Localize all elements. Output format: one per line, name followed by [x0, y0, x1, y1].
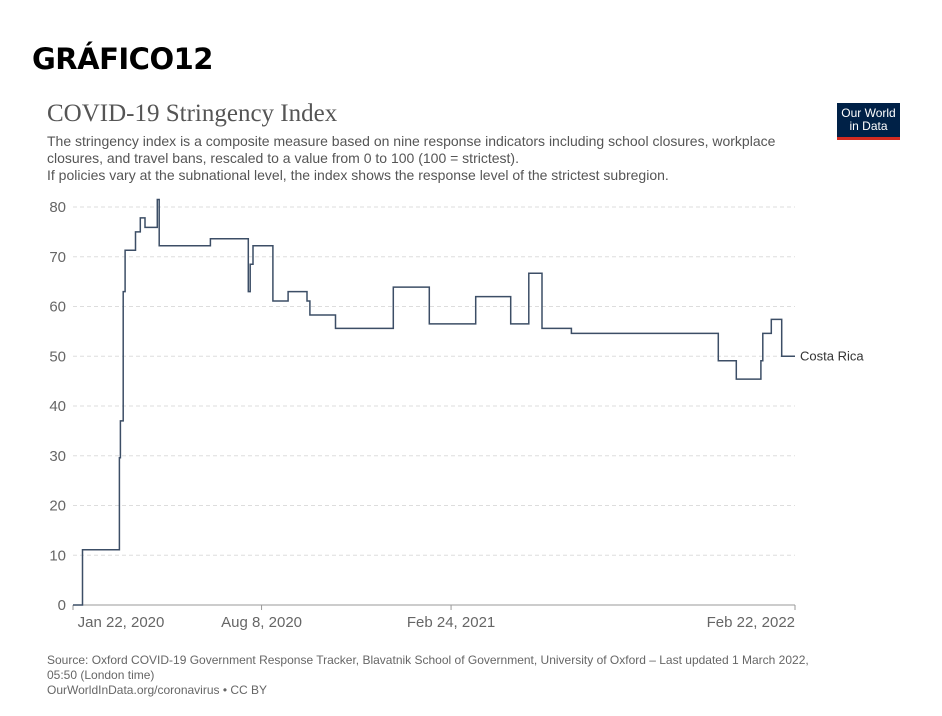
y-tick-label: 10 [49, 547, 66, 564]
x-axis-ticks: Jan 22, 2020 Aug 8, 2020 Feb 24, 2021 Feb 2… [72, 605, 796, 631]
x-tick-label: Aug 8, 2020 [221, 614, 302, 631]
y-axis-ticks: 0 10 20 30 40 50 60 70 80 [49, 199, 66, 614]
source-note-cont: 05:50 (London time) [47, 668, 155, 682]
chart-footer: Source: Oxford COVID-19 Government Respo… [47, 653, 907, 698]
y-tick-label: 50 [49, 348, 66, 365]
y-tick-label: 60 [49, 299, 66, 316]
x-tick-label: Feb 24, 2021 [407, 614, 495, 631]
owid-logo[interactable]: Our World in Data [837, 103, 900, 140]
y-tick-label: 80 [49, 199, 66, 216]
source-link[interactable]: OurWorldInData.org/coronavirus • CC BY [47, 683, 268, 697]
y-tick-label: 70 [49, 249, 66, 266]
x-tick-label: Jan 22, 2020 [78, 614, 165, 631]
series-label[interactable]: Costa Rica [800, 348, 864, 363]
chart-title: COVID-19 Stringency Index [47, 100, 338, 127]
y-tick-label: 40 [49, 398, 66, 415]
y-tick-label: 20 [49, 498, 66, 515]
series-lines: Costa Rica [73, 198, 864, 606]
logo-line-1: Our World [841, 106, 896, 120]
logo-line-2: in Data [849, 119, 888, 133]
page-heading: GRÁFICO12 [32, 42, 213, 76]
grid-lines [73, 206, 795, 606]
x-tick-label: Feb 22, 2022 [707, 614, 795, 631]
y-tick-label: 0 [58, 597, 66, 614]
series-line-costa-rica[interactable] [73, 198, 795, 606]
source-note: Source: Oxford COVID-19 Government Respo… [47, 653, 809, 667]
chart-subtitle: The stringency index is a composite meas… [47, 133, 776, 183]
y-tick-label: 30 [49, 448, 66, 465]
